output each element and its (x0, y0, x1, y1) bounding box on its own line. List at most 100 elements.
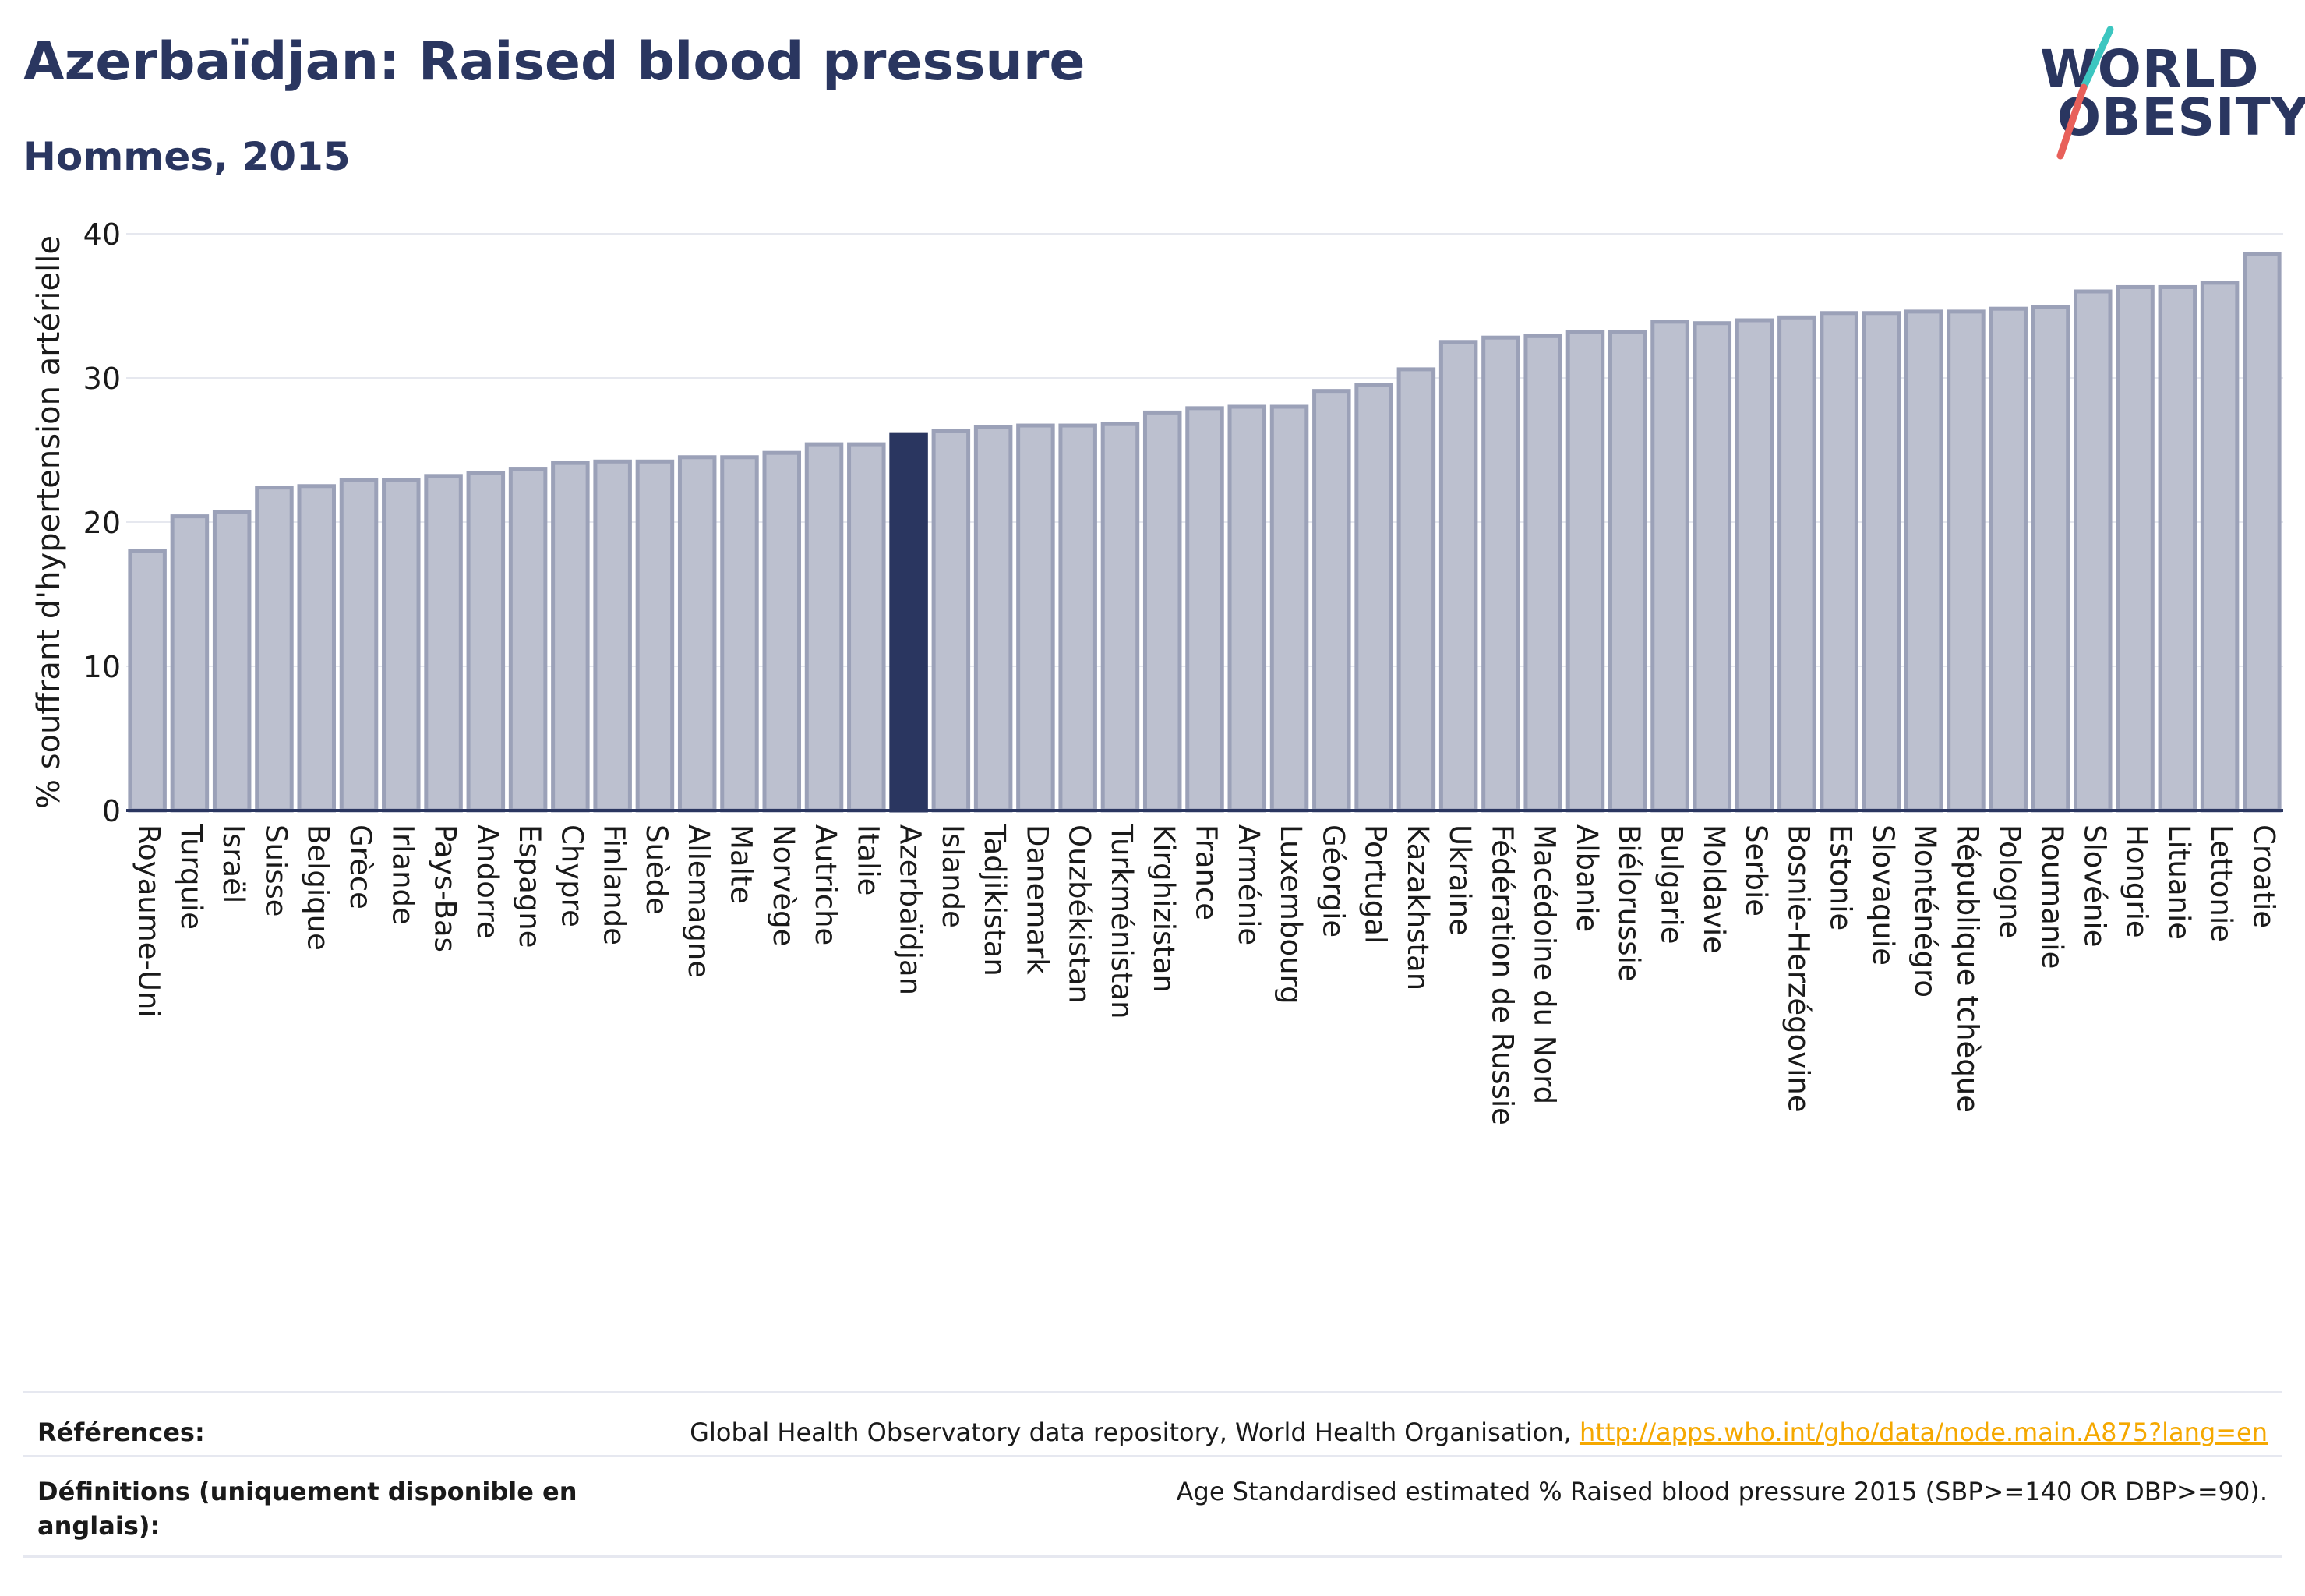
bar (1438, 340, 1478, 813)
footer: Références: Global Health Observatory da… (23, 1391, 2282, 1562)
bar (1312, 389, 1351, 813)
definitions-value: Age Standardised estimated % Raised bloo… (1176, 1477, 2268, 1506)
x-tick-label: Turquie (175, 824, 208, 930)
x-tick-label: Tadjikistan (978, 824, 1011, 976)
x-tick-label: Portugal (1359, 824, 1393, 944)
x-tick-label: Serbie (1739, 824, 1773, 916)
x-tick-label: Bosnie-Herzégovine (1781, 824, 1815, 1113)
x-tick-label: Géorgie (1316, 824, 1350, 937)
x-tick-label: Lettonie (2204, 824, 2238, 942)
x-tick-label: Malte (724, 824, 757, 904)
y-tick-label: 20 (83, 506, 121, 540)
y-tick-label: 0 (102, 794, 121, 828)
bar (1354, 383, 1393, 813)
x-tick-label: Kirghizistan (1147, 824, 1181, 993)
bar (551, 461, 590, 813)
bar (889, 432, 928, 813)
references-value: Global Health Observatory data repositor… (690, 1415, 2268, 1449)
bar (1269, 404, 1309, 813)
y-tick-label: 30 (83, 362, 121, 396)
bar (931, 429, 971, 813)
x-tick-label: Bulgarie (1655, 824, 1689, 945)
x-tick-label: Roumanie (2035, 824, 2069, 969)
references-link[interactable]: http://apps.who.int/gho/data/node.main.A… (1579, 1418, 2268, 1447)
bar-chart: 0 10 20 30 40 % souffrant d'hypertension arté… (31, 217, 2283, 1125)
x-tick-label: Finlande (598, 824, 631, 945)
bar (128, 549, 167, 813)
x-tick-label: Belgique (302, 824, 335, 951)
x-tick-label: Islande (936, 824, 969, 928)
bar (1650, 320, 1689, 813)
x-tick-label: Macédoine du Nord (1528, 824, 1562, 1104)
x-tick-label: Moldavie (1697, 824, 1731, 954)
x-tick-label: Pays-Bas (429, 824, 462, 952)
bar (1820, 311, 1858, 813)
bar (2158, 284, 2197, 813)
bar (677, 455, 717, 813)
x-tick-label: Autriche (809, 824, 842, 945)
x-tick-label: Hongrie (2120, 824, 2154, 938)
x-tick-label: Slovaquie (1866, 824, 1900, 966)
x-tick-label: Kazakhstan (1401, 824, 1435, 990)
logo-slash-icon (2056, 26, 2114, 160)
x-tick-label: Biélorussie (1612, 824, 1646, 982)
bar (466, 471, 506, 813)
x-tick-label: Turkménistan (1105, 824, 1138, 1019)
bar (1565, 330, 1605, 813)
x-tick-label: Luxembourg (1274, 824, 1308, 1005)
x-tick-label: Lituanie (2162, 824, 2196, 940)
bar (2031, 305, 2070, 813)
bar (1523, 334, 1562, 813)
references-row: Références: Global Health Observatory da… (23, 1391, 2282, 1457)
definitions-row: Définitions (uniquement disponible en an… (23, 1455, 2282, 1558)
y-tick-label: 40 (83, 217, 121, 252)
bar (170, 514, 210, 813)
x-tick-label: France (1190, 824, 1223, 920)
x-tick-label: Slovénie (2077, 824, 2111, 948)
bar (2200, 281, 2240, 813)
x-tick-label: Allemagne (682, 824, 715, 978)
x-tick-label: Israël (217, 824, 250, 903)
x-tick-label: Espagne (513, 824, 546, 948)
bar (1862, 311, 1901, 813)
definitions-label: Définitions (uniquement disponible en an… (37, 1477, 577, 1541)
bar (1947, 309, 1986, 813)
x-tick-label: Croatie (2247, 824, 2280, 928)
bar (2116, 284, 2155, 813)
x-tick-label: Chypre (555, 824, 588, 927)
x-tick-label: Fédération de Russie (1485, 824, 1519, 1125)
bar (255, 486, 294, 813)
references-text: Global Health Observatory data repositor… (690, 1418, 1580, 1447)
references-label: Références: (37, 1418, 205, 1447)
x-tick-label: Andorre (471, 824, 504, 939)
bar (847, 442, 886, 813)
bar (1904, 309, 1943, 813)
x-tick-label: Norvège (767, 824, 800, 946)
bar (1693, 321, 1732, 813)
x-tick-label: Irlande (386, 824, 419, 925)
bar (1735, 318, 1774, 813)
bar (1016, 423, 1055, 813)
bar (382, 478, 421, 813)
bar (1396, 367, 1436, 813)
x-tick-label: Estonie (1824, 824, 1858, 930)
bar (1100, 422, 1140, 813)
bar (2074, 289, 2113, 813)
bar (635, 459, 675, 813)
bar (212, 510, 252, 813)
bar (1608, 330, 1647, 813)
x-tick-label: Ukraine (1443, 824, 1477, 936)
logo-word-world: WORLD (2040, 39, 2260, 99)
bar (1058, 423, 1097, 813)
bar (297, 484, 336, 813)
y-axis-label: % souffrant d'hypertension artérielle (31, 235, 67, 809)
bar (424, 474, 463, 813)
x-tick-label: Grèce (344, 824, 377, 909)
x-tick-label: Monténégro (1908, 824, 1942, 998)
bar (593, 459, 632, 813)
page-title: Azerbaïdjan: Raised blood pressure (23, 31, 1085, 93)
x-tick-label: Suisse (259, 824, 292, 917)
page-subtitle: Hommes, 2015 (23, 134, 351, 179)
world-obesity-logo: WORLD OBESITY (2026, 23, 2305, 164)
bar (1227, 404, 1267, 813)
